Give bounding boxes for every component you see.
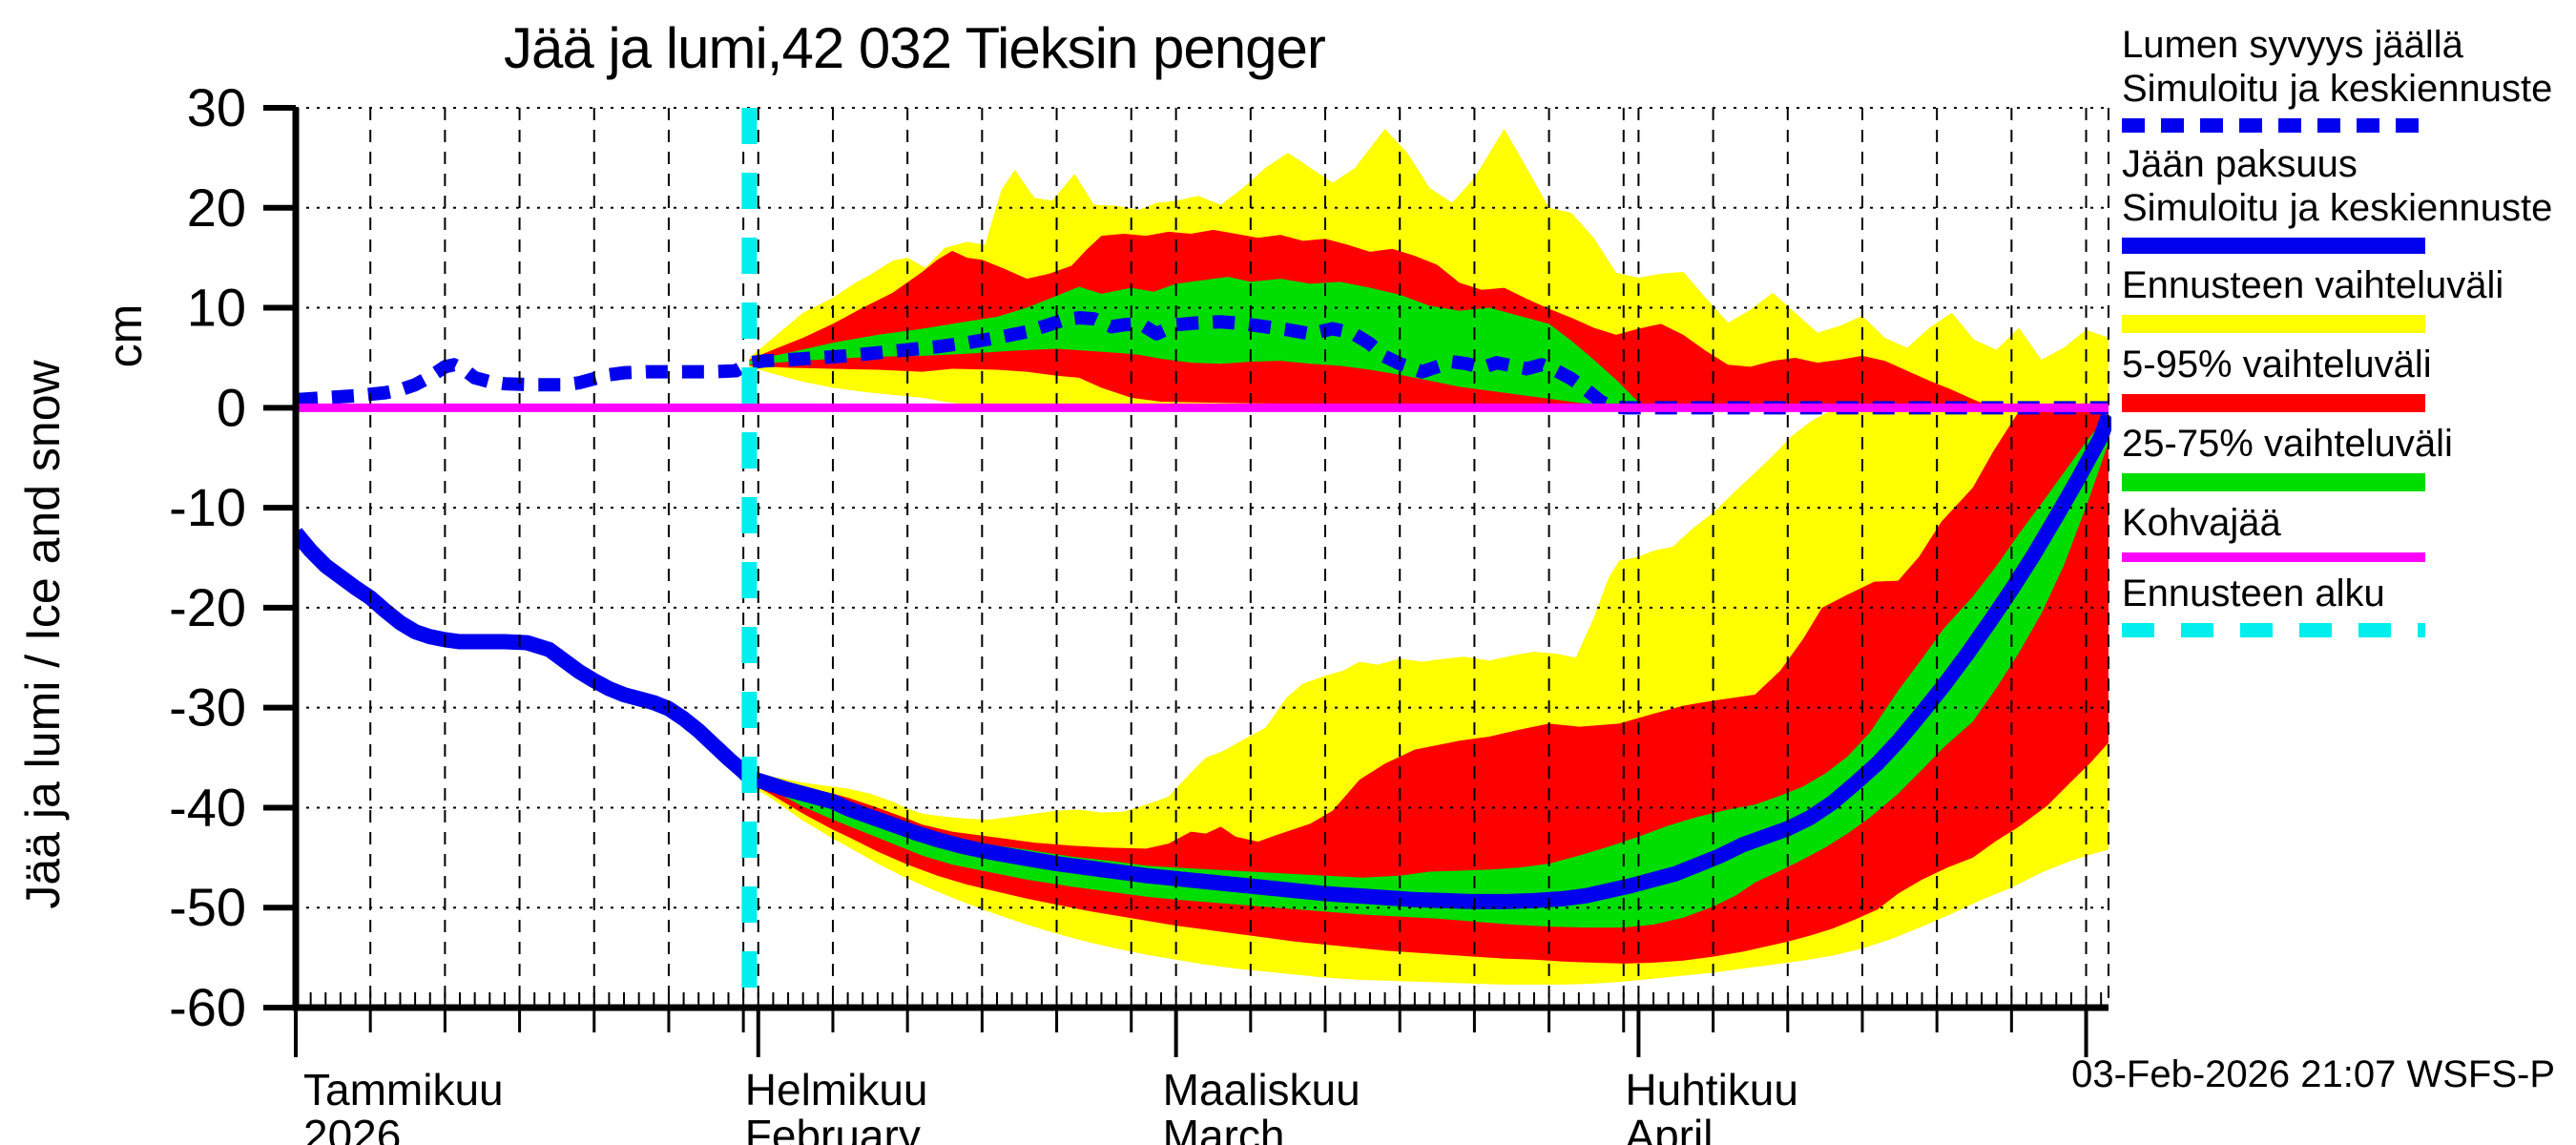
legend-label: Ennusteen alku [2122, 572, 2385, 614]
timestamp: 03-Feb-2026 21:07 WSFS-P [2071, 1053, 2555, 1095]
yellow-band-icon [2122, 315, 2425, 333]
legend-label: Jään paksuus [2122, 143, 2358, 185]
legend-label: Kohvajää [2122, 502, 2281, 544]
month-label-fi: Maaliskuu [1163, 1065, 1361, 1114]
month-label-en: February [745, 1111, 921, 1145]
legend: Lumen syvyys jäällä Simuloitu ja keskien… [2122, 23, 2570, 647]
chart-title: Jää ja lumi,42 032 Tieksin penger [504, 16, 1326, 80]
dashed-cyan-line-icon [2122, 623, 2425, 637]
legend-item-range-25-75: 25-75% vaihteluväli [2122, 422, 2570, 491]
y-axis-label: Jää ja lumi / Ice and snow [16, 359, 70, 908]
month-label-fi: Tammikuu [303, 1065, 504, 1114]
legend-label: Ennusteen vaihteluväli [2122, 264, 2504, 306]
legend-item-ice-thickness: Jään paksuus Simuloitu ja keskiennuste [2122, 142, 2570, 254]
month-label-en: 2026 [303, 1111, 401, 1145]
y-tick-label: -30 [169, 677, 246, 738]
y-tick-label: -10 [169, 477, 246, 537]
legend-item-snow-depth: Lumen syvyys jäällä Simuloitu ja keskien… [2122, 23, 2570, 133]
snow-depth-line [296, 311, 2109, 415]
ice-thickness-line [296, 413, 2111, 909]
legend-item-frazil-ice: Kohvajää [2122, 501, 2570, 562]
legend-label: 5-95% vaihteluväli [2122, 344, 2432, 385]
y-tick-label: 30 [187, 77, 246, 137]
y-axis-unit: cm [98, 304, 152, 368]
solid-blue-line-icon [2122, 238, 2425, 254]
y-tick-label: -20 [169, 577, 246, 637]
y-tick-label: 20 [187, 177, 246, 238]
y-tick-label: -40 [169, 777, 246, 837]
magenta-line-icon [2122, 552, 2425, 562]
y-tick-label: 10 [187, 278, 246, 338]
plot-area [296, 129, 2111, 985]
legend-item-forecast-start: Ennusteen alku [2122, 572, 2570, 637]
legend-label: Simuloitu ja keskiennuste [2122, 187, 2553, 229]
y-tick-label: -60 [169, 977, 246, 1037]
legend-item-forecast-range: Ennusteen vaihteluväli [2122, 263, 2570, 333]
legend-label: 25-75% vaihteluväli [2122, 423, 2453, 465]
month-label-en: March [1163, 1111, 1285, 1145]
legend-label: Lumen syvyys jäällä [2122, 24, 2463, 66]
y-tick-label: 0 [217, 377, 246, 437]
red-band-icon [2122, 394, 2425, 412]
month-label-en: April [1625, 1111, 1713, 1145]
legend-item-range-5-95: 5-95% vaihteluväli [2122, 343, 2570, 412]
legend-label: Simuloitu ja keskiennuste [2122, 68, 2553, 110]
month-label-fi: Huhtikuu [1625, 1065, 1798, 1114]
dashed-blue-line-icon [2122, 118, 2425, 133]
y-tick-label: -50 [169, 877, 246, 937]
green-band-icon [2122, 473, 2425, 491]
month-label-fi: Helmikuu [745, 1065, 928, 1114]
